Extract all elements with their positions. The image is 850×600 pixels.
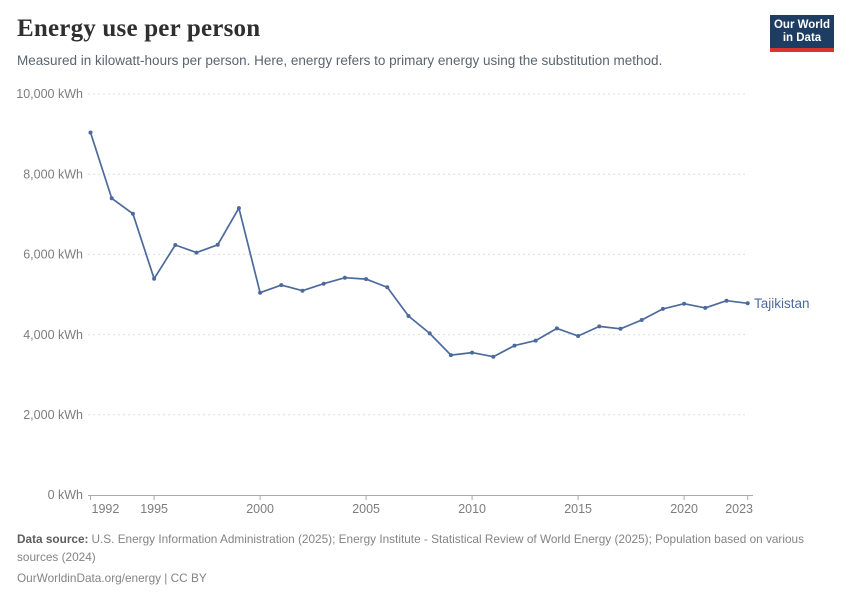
data-point[interactable] [703, 305, 708, 310]
owid-logo-line2: in Data [782, 31, 822, 44]
chart-footer: Data source: U.S. Energy Information Admi… [17, 531, 809, 588]
data-point[interactable] [576, 334, 581, 338]
data-point[interactable] [130, 211, 135, 216]
data-point[interactable] [682, 301, 687, 306]
data-point[interactable] [173, 243, 178, 247]
data-point[interactable] [258, 290, 263, 295]
y-axis-label: 0 kWh [48, 488, 83, 502]
x-axis-label: 2023 [725, 502, 753, 516]
data-point[interactable] [342, 275, 347, 280]
y-axis-label: 6,000 kWh [23, 248, 83, 262]
data-point[interactable] [639, 318, 644, 322]
data-point[interactable] [152, 276, 157, 281]
x-axis-label: 2020 [670, 502, 698, 516]
data-point[interactable] [618, 326, 623, 331]
data-source-line: Data source: U.S. Energy Information Admi… [17, 531, 809, 566]
y-axis-label: 2,000 kWh [23, 408, 83, 422]
data-point[interactable] [406, 314, 411, 318]
data-point[interactable] [364, 277, 369, 282]
data-point[interactable] [597, 324, 602, 329]
data-point[interactable] [236, 206, 241, 211]
y-axis-label: 4,000 kWh [23, 328, 83, 342]
y-axis-label: 8,000 kWh [23, 167, 83, 181]
x-axis-label: 1995 [140, 502, 168, 516]
data-point[interactable] [88, 130, 93, 135]
data-point[interactable] [745, 301, 750, 306]
x-axis-label: 2005 [352, 502, 380, 516]
data-point[interactable] [533, 338, 538, 343]
data-point[interactable] [660, 306, 665, 311]
data-point[interactable] [448, 353, 453, 358]
chart-title: Energy use per person [17, 15, 261, 42]
x-axis-label: 2000 [246, 502, 274, 516]
owid-logo[interactable]: Our World in Data [770, 15, 834, 52]
data-point[interactable] [491, 354, 496, 359]
series-label-tajikistan[interactable]: Tajikistan [754, 296, 810, 311]
x-axis-label: 2015 [564, 502, 592, 516]
data-point[interactable] [300, 288, 305, 293]
data-point[interactable] [470, 350, 475, 355]
y-axis-label: 10,000 kWh [16, 87, 83, 101]
data-point[interactable] [724, 298, 729, 303]
x-axis-label: 1992 [92, 502, 120, 516]
footer-link[interactable]: OurWorldinData.org/energy | CC BY [17, 571, 207, 585]
data-point[interactable] [279, 283, 284, 288]
data-point[interactable] [385, 285, 390, 290]
owid-logo-line1: Our World [773, 18, 830, 31]
data-point[interactable] [554, 326, 559, 331]
data-point[interactable] [215, 242, 220, 247]
data-point[interactable] [109, 196, 114, 201]
data-point[interactable] [512, 343, 517, 348]
x-axis-label: 2010 [458, 502, 486, 516]
chart-header: Energy use per person Measured in kilowa… [17, 15, 762, 69]
data-point[interactable] [321, 281, 326, 286]
chart-subtitle: Measured in kilowatt-hours per person. H… [17, 53, 663, 68]
data-source-text: U.S. Energy Information Administration (… [17, 532, 805, 564]
data-point[interactable] [194, 250, 199, 255]
data-point[interactable] [427, 331, 432, 336]
data-source-label: Data source: [17, 532, 89, 546]
owid-logo-accent-bar [770, 48, 834, 52]
series-line-tajikistan[interactable] [89, 131, 749, 358]
owid-logo-box: Our World in Data [770, 15, 834, 48]
